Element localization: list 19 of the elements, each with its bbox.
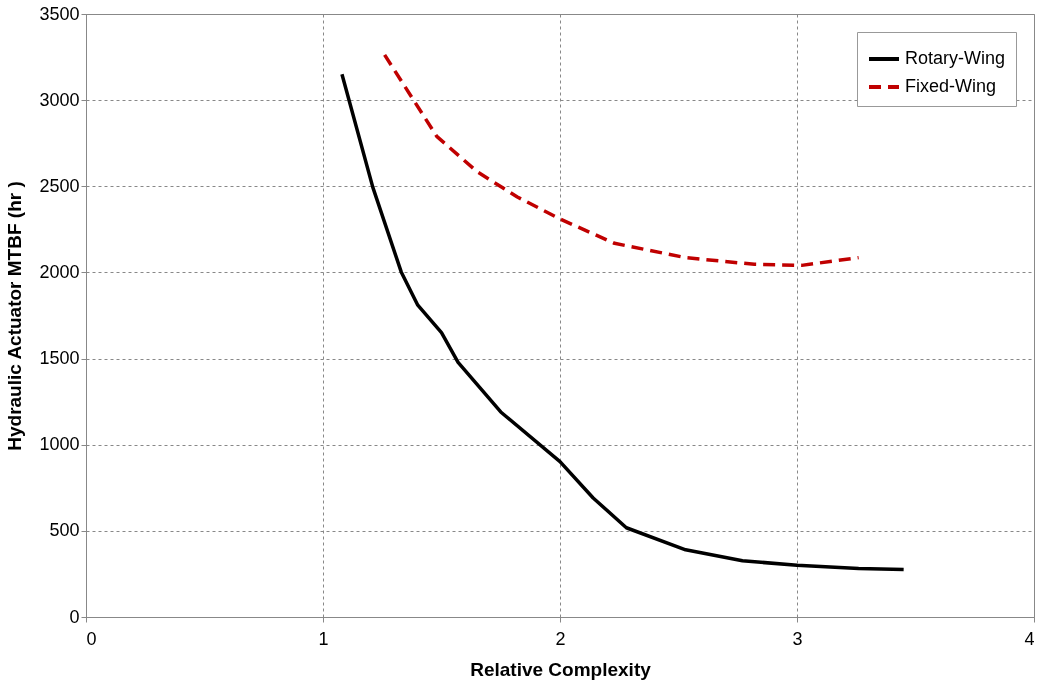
line-series: [382, 53, 861, 268]
x-tick-label: 0: [86, 628, 97, 649]
x-tick-label: 2: [555, 628, 566, 649]
y-tick-label: 3000: [39, 89, 80, 110]
y-tick-label: 2500: [39, 175, 80, 196]
x-axis-title: Relative Complexity: [470, 658, 652, 680]
y-tick-label: 2000: [39, 261, 80, 282]
legend-label: Fixed-Wing: [905, 76, 997, 96]
y-tick-label: 0: [69, 606, 80, 627]
legend-label: Rotary-Wing: [905, 48, 1006, 68]
line-series: [340, 72, 906, 572]
y-tick-label: 1000: [39, 434, 80, 455]
x-tick-label: 3: [792, 628, 803, 649]
y-tick-label: 3500: [39, 3, 80, 24]
x-tick-label: 4: [1024, 628, 1035, 649]
y-tick-label: 500: [49, 520, 80, 541]
y-axis-title: Hydraulic Actuator MTBF (hr ): [4, 181, 26, 451]
x-tick-label: 1: [318, 628, 329, 649]
y-tick-label: 1500: [39, 348, 80, 369]
